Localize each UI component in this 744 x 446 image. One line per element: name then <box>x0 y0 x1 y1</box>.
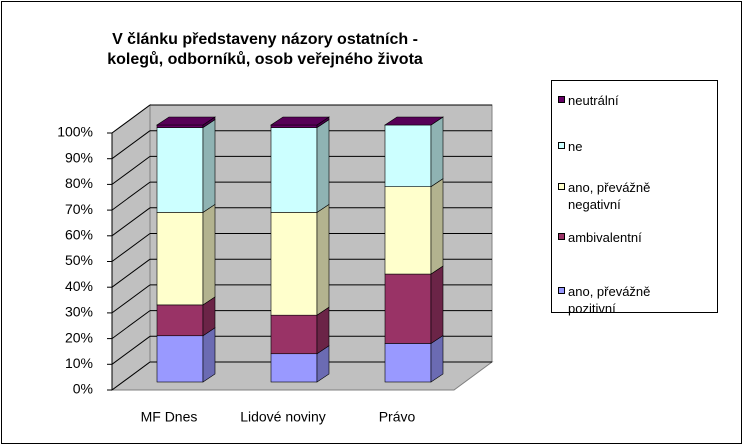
bar-side <box>430 265 444 345</box>
x-tick-label: Právo <box>379 409 416 425</box>
bar-segment <box>270 124 318 128</box>
bar-segment <box>384 273 432 344</box>
x-tick-label: MF Dnes <box>141 409 198 425</box>
bar-top <box>384 116 444 126</box>
bar-segment <box>156 124 204 128</box>
bar-side <box>202 327 216 383</box>
y-tick-label: 100% <box>57 124 93 140</box>
grid-line <box>111 207 151 237</box>
y-tick-label: 80% <box>65 175 93 191</box>
grid-line <box>111 361 151 391</box>
y-tick-label: 70% <box>65 201 93 217</box>
x-tick-label: Lidové noviny <box>240 409 326 425</box>
bar-segment <box>156 127 204 213</box>
grid-line <box>111 104 151 134</box>
bar-segment <box>384 186 432 275</box>
grid-line <box>111 284 151 314</box>
y-tick-label: 50% <box>65 252 93 268</box>
y-tick-label: 30% <box>65 304 93 320</box>
bar-side <box>202 203 216 306</box>
bar-side <box>202 119 216 213</box>
legend-swatch <box>558 233 565 240</box>
bar-side <box>430 116 444 188</box>
y-tick-label: 0% <box>73 381 93 397</box>
grid-line <box>111 258 151 288</box>
legend-swatch <box>558 142 565 149</box>
legend-swatch <box>558 287 565 294</box>
bar-side <box>316 119 330 213</box>
bar-segment <box>156 335 204 383</box>
grid-line <box>111 181 151 211</box>
y-tick-label: 90% <box>65 149 93 165</box>
chart-title: V článku představeny názory ostatních - … <box>107 31 423 68</box>
bar-segment <box>270 127 318 213</box>
grid-line <box>111 155 151 185</box>
bar-segment <box>270 353 318 383</box>
bar-segment <box>156 304 204 337</box>
bar-top <box>156 116 216 126</box>
bar-top <box>270 116 330 126</box>
legend-swatch <box>558 183 565 190</box>
legend: neutrální ne ano, převážně negativní ambiva… <box>551 80 718 316</box>
legend-label: ano, převážně negativní <box>568 180 651 212</box>
legend-label: ambivalentní <box>568 230 642 245</box>
bar-segment <box>156 212 204 306</box>
grid-line <box>111 310 151 340</box>
bar-segment <box>384 124 432 187</box>
y-tick-label: 20% <box>65 329 93 345</box>
legend-label: ano, převážně pozitivní <box>568 284 651 316</box>
grid-line <box>111 233 151 262</box>
bar-side <box>316 203 330 316</box>
grid-line <box>111 335 151 365</box>
bar-segment <box>384 343 432 383</box>
legend-swatch <box>558 96 565 103</box>
legend-label: neutrální <box>568 93 619 108</box>
y-tick-label: 40% <box>65 278 93 294</box>
legend-label: ne <box>568 139 583 154</box>
bar-segment <box>270 212 318 316</box>
bar-side <box>430 178 444 275</box>
y-tick-label: 10% <box>65 355 93 371</box>
y-tick-label: 60% <box>65 227 93 243</box>
grid-line <box>111 130 151 160</box>
bar-segment <box>270 314 318 355</box>
